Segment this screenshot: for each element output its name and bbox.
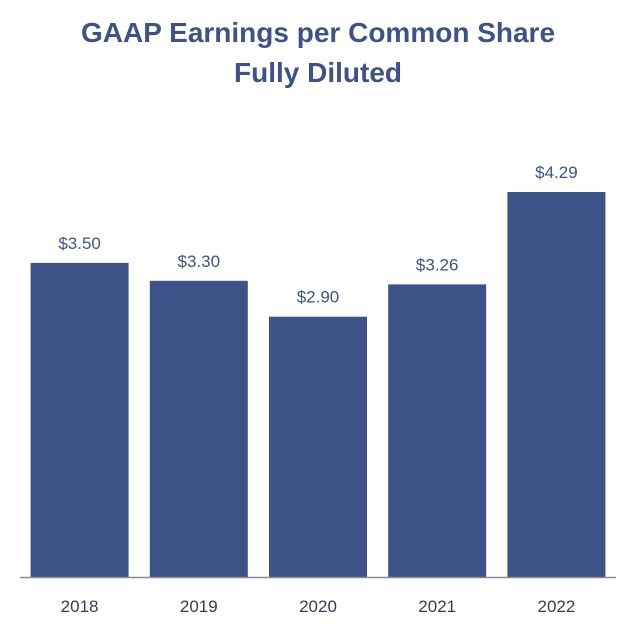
bar-group [30,192,606,577]
x-tick-label-2022: 2022 [537,597,575,616]
data-label-2021: $3.26 [416,255,459,274]
x-tick-label-2018: 2018 [61,597,99,616]
data-label-group: $3.50 $3.30 $2.90 $3.26 $4.29 [58,163,577,307]
bar-2021 [388,284,487,577]
data-label-2020: $2.90 [297,288,340,307]
x-tick-label-2020: 2020 [299,597,337,616]
data-label-2019: $3.30 [178,252,221,271]
bar-2019 [149,280,248,577]
x-tick-label-2019: 2019 [180,597,218,616]
data-label-2018: $3.50 [58,234,101,253]
chart-title-line-1: GAAP Earnings per Common Share [80,17,556,48]
x-tick-label-2021: 2021 [418,597,456,616]
tick-label-group: 2018 2019 2020 2021 2022 [61,597,576,616]
chart-title-line-2: Fully Diluted [234,57,402,88]
bar-2018 [30,262,129,577]
bar-2022 [507,192,606,577]
data-label-2022: $4.29 [535,163,578,182]
bar-2020 [269,316,367,577]
